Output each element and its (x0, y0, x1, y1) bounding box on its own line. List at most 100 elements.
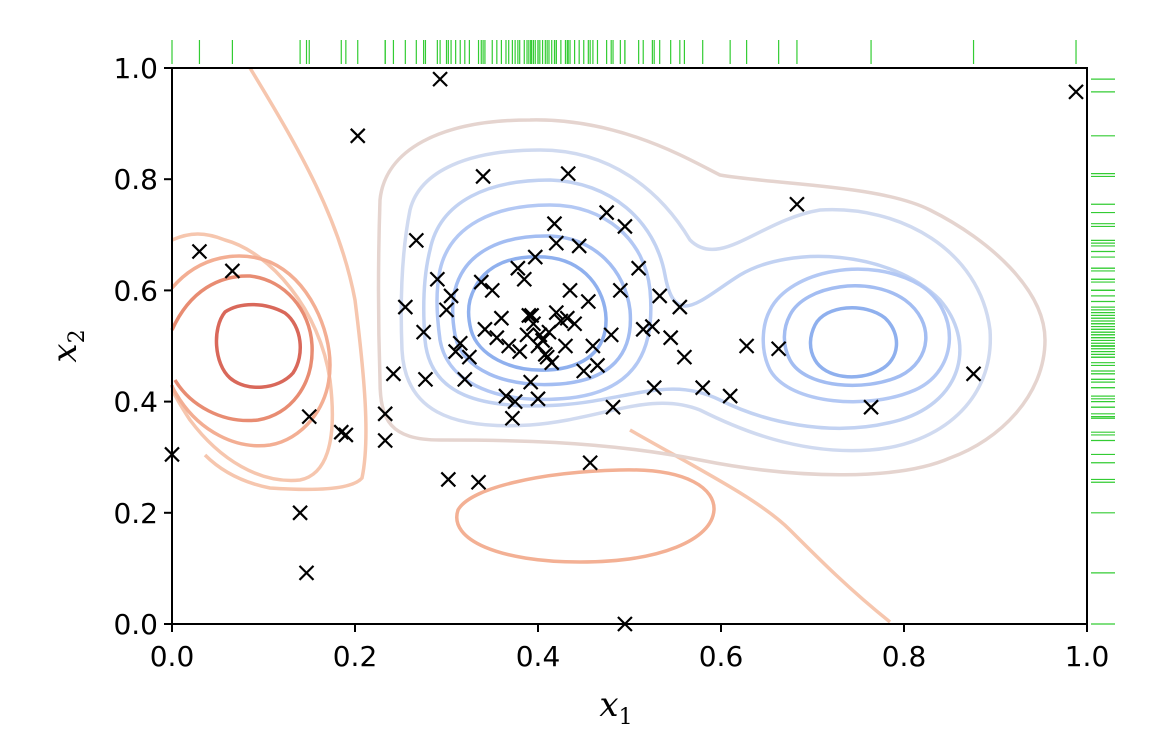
contour-blue-level-3b (761, 267, 952, 404)
contour-neutral (376, 118, 1047, 477)
x-axis-label: x1 (599, 685, 632, 730)
data-point (521, 307, 537, 324)
rug-right-x2 (1091, 78, 1115, 625)
scatter-points (164, 71, 1084, 632)
y-tick-label: 0.2 (113, 497, 158, 530)
data-point (562, 282, 578, 299)
data-point (575, 363, 592, 379)
data-point (646, 379, 662, 396)
contour-red-level-1b (170, 232, 335, 483)
data-point (489, 329, 505, 346)
data-point (560, 165, 576, 182)
data-point (408, 232, 425, 249)
data-point (651, 288, 668, 304)
data-point (672, 299, 688, 315)
x-tick-label: 0.6 (699, 640, 744, 673)
contour-red-diagonal (629, 428, 892, 624)
y-tick-label: 0.8 (113, 163, 158, 196)
data-point (525, 315, 542, 332)
data-point (694, 379, 711, 396)
data-point (546, 215, 563, 232)
data-point (298, 565, 315, 581)
x-tick-label: 0.2 (333, 640, 378, 673)
contour-blue-level-4b (782, 284, 928, 388)
data-point (447, 343, 464, 360)
data-point (301, 408, 318, 425)
data-point (473, 274, 490, 290)
data-point (534, 332, 551, 349)
contour-red-level-2 (170, 254, 332, 448)
contour-blue-level-3 (435, 203, 653, 402)
data-point (385, 366, 402, 382)
contour-red-level-3 (170, 274, 314, 423)
data-point (738, 338, 755, 354)
data-point (475, 168, 491, 185)
data-point (493, 310, 510, 326)
data-point (292, 505, 308, 521)
data-point (630, 260, 647, 276)
data-point (484, 282, 501, 299)
data-point (770, 341, 787, 357)
data-point (452, 335, 469, 351)
contour-red-level-4 (214, 302, 302, 390)
data-point (527, 249, 544, 265)
data-point (429, 271, 446, 288)
data-point (516, 271, 533, 288)
data-point (333, 424, 350, 440)
data-point (440, 471, 457, 488)
contour-blue-level-4 (451, 234, 633, 387)
data-point (585, 338, 601, 354)
contour-blue-level-5b (808, 306, 899, 379)
data-point (510, 260, 526, 276)
data-point (504, 410, 521, 427)
data-point (498, 388, 514, 404)
contour-red-level-1 (203, 67, 368, 492)
data-point (589, 357, 606, 374)
data-point (338, 427, 354, 443)
contour-red-lower (455, 468, 716, 564)
y-tick-label: 0.6 (113, 274, 158, 307)
data-point (559, 310, 576, 326)
data-point (461, 349, 478, 365)
data-point (644, 318, 661, 335)
x-tick-label: 0.4 (516, 640, 561, 673)
data-point (863, 399, 879, 415)
data-point (438, 302, 455, 318)
data-point (789, 196, 805, 212)
data-point (965, 366, 982, 382)
data-point (603, 327, 619, 343)
rug-top-x1 (171, 40, 1077, 64)
contour-blue-level-5 (466, 255, 608, 372)
data-point (722, 388, 738, 404)
data-point (432, 71, 448, 87)
data-point (443, 288, 459, 304)
y-axis-label: x2 (45, 329, 90, 362)
y-axis-ticks: 0.0 0.2 0.4 0.6 0.8 1.0 (113, 52, 172, 641)
data-point (377, 432, 393, 449)
contour-blue-level-2 (422, 178, 962, 431)
data-point (470, 474, 487, 490)
data-point (457, 371, 473, 388)
data-point (511, 343, 528, 360)
data-point (530, 391, 546, 407)
data-point (415, 324, 432, 340)
data-point (543, 354, 560, 371)
data-point (605, 399, 621, 415)
data-point (1068, 84, 1084, 100)
x-tick-label: 0.8 (882, 640, 927, 673)
y-tick-label: 0.0 (113, 608, 158, 641)
x-axis-ticks: 0.0 0.2 0.4 0.6 0.8 1.0 (150, 624, 1109, 673)
data-point (224, 263, 241, 279)
data-point (582, 454, 598, 471)
data-point (477, 321, 493, 338)
data-point (566, 315, 583, 332)
plot-frame (171, 67, 1088, 625)
data-point (557, 338, 574, 354)
data-point (548, 304, 565, 321)
data-point (377, 406, 393, 422)
data-point (417, 371, 434, 388)
contour-blue-level-1 (399, 148, 992, 453)
data-point (617, 218, 633, 235)
data-point (500, 338, 517, 354)
